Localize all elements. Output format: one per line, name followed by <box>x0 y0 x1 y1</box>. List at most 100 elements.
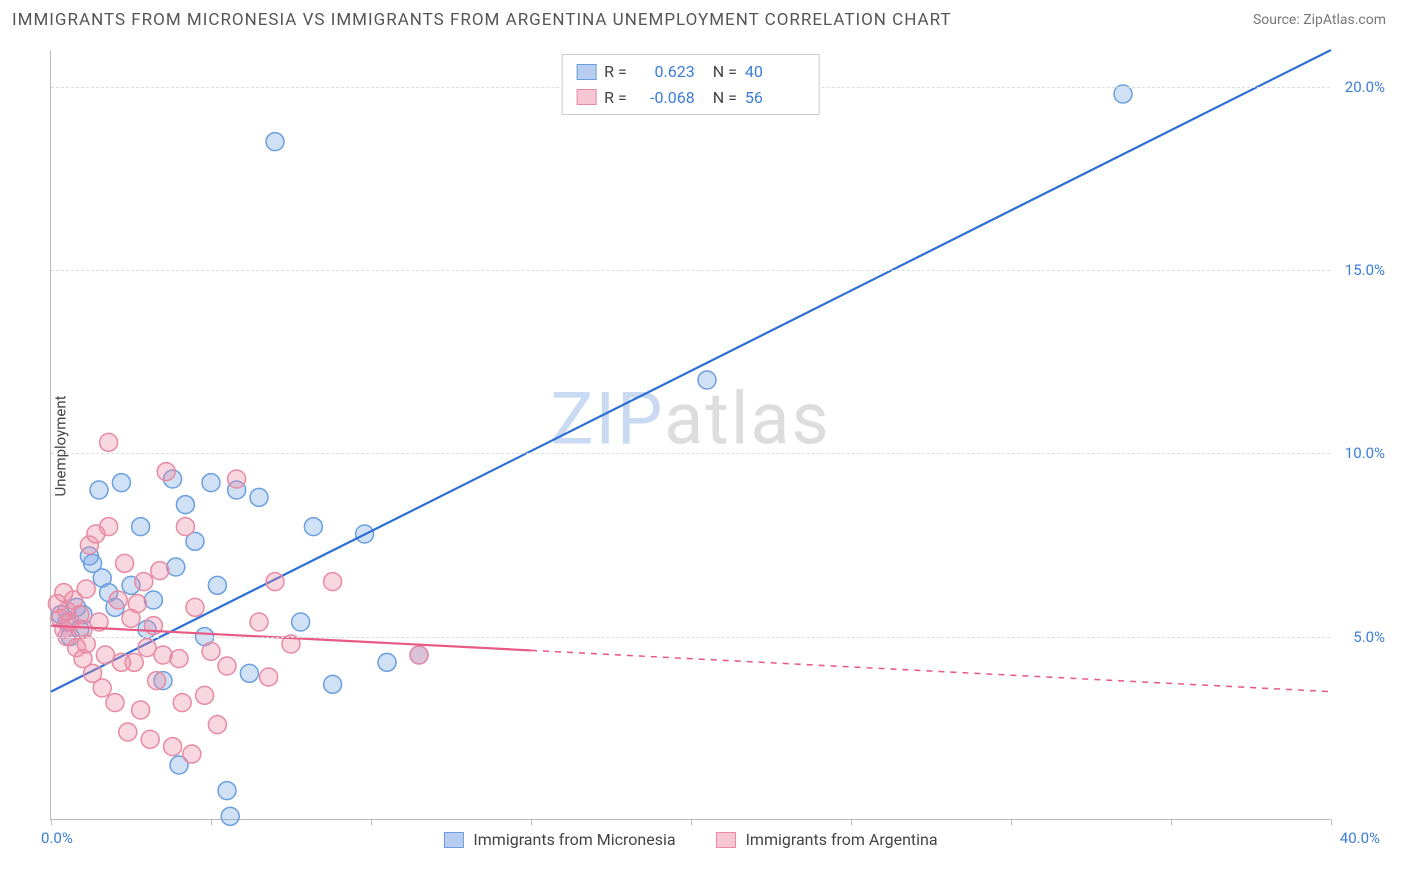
data-point <box>90 481 108 499</box>
scatter-svg <box>51 50 1330 819</box>
data-point <box>176 518 194 536</box>
y-tick-label: 10.0% <box>1345 444 1385 462</box>
data-point <box>138 639 156 657</box>
y-tick-label: 5.0% <box>1353 628 1385 646</box>
swatch-bottom-1 <box>716 832 736 848</box>
x-tick-mark <box>1171 819 1172 825</box>
data-point <box>266 573 284 591</box>
source-attribution: Source: ZipAtlas.com <box>1253 12 1386 28</box>
data-point <box>260 668 278 686</box>
x-tick-mark <box>1331 819 1332 825</box>
data-point <box>196 686 214 704</box>
x-axis-min-label: 0.0% <box>41 829 73 847</box>
regression-line <box>51 50 1331 692</box>
data-point <box>176 496 194 514</box>
swatch-bottom-0 <box>443 832 463 848</box>
x-tick-mark <box>211 819 212 825</box>
data-point <box>304 518 322 536</box>
series-name-1: Immigrants from Argentina <box>746 830 938 849</box>
data-point <box>250 488 268 506</box>
series-legend: Immigrants from Micronesia Immigrants fr… <box>443 830 937 849</box>
data-point <box>173 694 191 712</box>
plot-area: ZIPatlas R = 0.623 N = 40 R = -0.068 N =… <box>50 50 1330 820</box>
data-point <box>186 598 204 616</box>
data-point <box>228 470 246 488</box>
data-point <box>208 576 226 594</box>
legend-n-value-0: 40 <box>745 59 805 85</box>
legend-row-series-1: R = -0.068 N = 56 <box>576 85 805 111</box>
data-point <box>183 745 201 763</box>
data-point <box>250 613 268 631</box>
data-point <box>151 562 169 580</box>
data-point <box>148 672 166 690</box>
data-point <box>266 133 284 151</box>
data-point <box>125 653 143 671</box>
swatch-series-0 <box>576 64 596 80</box>
data-point <box>128 595 146 613</box>
data-point <box>157 463 175 481</box>
data-point <box>116 554 134 572</box>
data-point <box>240 664 258 682</box>
data-point <box>112 474 130 492</box>
legend-r-value-1: -0.068 <box>635 85 695 111</box>
data-point <box>109 591 127 609</box>
data-point <box>144 591 162 609</box>
data-point <box>221 807 239 825</box>
series-name-0: Immigrants from Micronesia <box>473 830 675 849</box>
chart-header: IMMIGRANTS FROM MICRONESIA VS IMMIGRANTS… <box>0 0 1406 34</box>
data-point <box>141 730 159 748</box>
data-point <box>324 675 342 693</box>
data-point <box>132 518 150 536</box>
regression-line-extrapolated <box>531 650 1331 691</box>
data-point <box>96 646 114 664</box>
x-tick-mark <box>51 819 52 825</box>
data-point <box>77 580 95 598</box>
legend-r-label: R = <box>604 59 627 85</box>
correlation-legend: R = 0.623 N = 40 R = -0.068 N = 56 <box>561 54 820 115</box>
data-point <box>218 782 236 800</box>
x-tick-mark <box>1011 819 1012 825</box>
data-point <box>164 738 182 756</box>
y-tick-label: 15.0% <box>1345 261 1385 279</box>
data-point <box>100 518 118 536</box>
x-tick-mark <box>851 819 852 825</box>
series-legend-item-0: Immigrants from Micronesia <box>443 830 675 849</box>
data-point <box>1114 85 1132 103</box>
data-point <box>93 679 111 697</box>
legend-r-value-0: 0.623 <box>635 59 695 85</box>
gridline-h <box>51 637 1330 638</box>
data-point <box>324 573 342 591</box>
x-tick-mark <box>531 819 532 825</box>
data-point <box>170 650 188 668</box>
legend-r-label-1: R = <box>604 85 627 111</box>
swatch-series-1 <box>576 89 596 105</box>
data-point <box>202 642 220 660</box>
legend-row-series-0: R = 0.623 N = 40 <box>576 59 805 85</box>
gridline-h <box>51 270 1330 271</box>
chart-title: IMMIGRANTS FROM MICRONESIA VS IMMIGRANTS… <box>12 10 952 30</box>
data-point <box>208 716 226 734</box>
y-tick-label: 20.0% <box>1345 78 1385 96</box>
legend-n-label-1: N = <box>713 85 737 111</box>
data-point <box>292 613 310 631</box>
data-point <box>135 573 153 591</box>
data-point <box>410 646 428 664</box>
x-tick-mark <box>691 819 692 825</box>
data-point <box>106 694 124 712</box>
series-legend-item-1: Immigrants from Argentina <box>716 830 938 849</box>
legend-n-value-1: 56 <box>745 85 805 111</box>
legend-n-label: N = <box>713 59 737 85</box>
data-point <box>100 433 118 451</box>
gridline-h <box>51 453 1330 454</box>
data-point <box>55 584 73 602</box>
data-point <box>167 558 185 576</box>
x-axis-max-label: 40.0% <box>1340 829 1380 847</box>
data-point <box>202 474 220 492</box>
data-point <box>218 657 236 675</box>
x-tick-mark <box>371 819 372 825</box>
data-point <box>378 653 396 671</box>
data-point <box>698 371 716 389</box>
data-point <box>77 635 95 653</box>
data-point <box>154 646 172 664</box>
data-point <box>132 701 150 719</box>
